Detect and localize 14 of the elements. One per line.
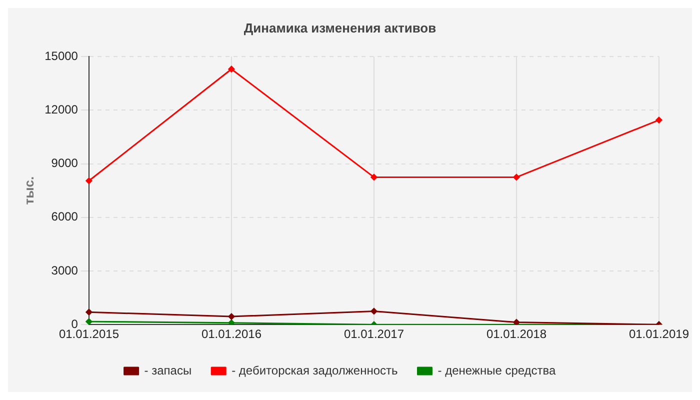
x-tick-label: 01.01.2016: [201, 327, 262, 342]
y-tick-label: 3000: [51, 263, 78, 278]
x-tick-label: 01.01.2018: [486, 327, 547, 342]
legend-label: - денежные средства: [438, 363, 556, 378]
x-tick-label: 01.01.2017: [344, 327, 404, 342]
x-tick-label: 01.01.2019: [628, 327, 690, 342]
y-axis-title: тыс.: [21, 176, 36, 205]
y-tick-label: 15000: [44, 48, 78, 63]
legend-label: - запасы: [144, 363, 192, 378]
y-tick-label: 12000: [44, 102, 78, 117]
legend-label: - дебиторская задолженность: [232, 363, 398, 378]
y-tick-label: 6000: [51, 210, 78, 224]
y-tick-label: 9000: [51, 156, 78, 170]
chart-title: Динамика изменения активов: [244, 20, 436, 36]
